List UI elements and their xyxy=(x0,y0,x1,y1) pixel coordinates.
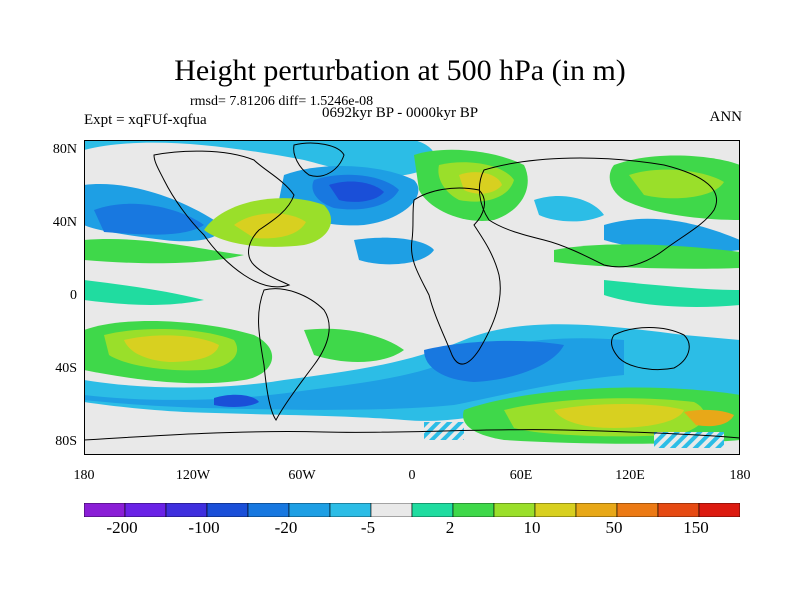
colorbar-swatch xyxy=(698,503,740,517)
period-label: 0692kyr BP - 0000kyr BP xyxy=(322,105,479,121)
colorbar-label: -20 xyxy=(274,518,298,537)
colorbar-label: 50 xyxy=(605,518,623,537)
colorbar-swatch xyxy=(657,503,700,517)
experiment-label: Expt = xqFUf-xqfua xyxy=(84,112,207,128)
contour-region xyxy=(329,181,384,202)
colorbar-label: 150 xyxy=(683,518,709,537)
season-label: ANN xyxy=(709,109,743,125)
colorbar-swatch xyxy=(534,503,577,517)
contour-region xyxy=(94,203,204,235)
coastline xyxy=(84,142,740,441)
contour-region xyxy=(684,409,734,427)
contour-region xyxy=(554,244,740,269)
colorbar-swatch xyxy=(84,503,126,517)
lon-label: 180 xyxy=(73,468,95,483)
lat-label: 80N xyxy=(52,142,77,157)
stats-text: rmsd= 7.81206 diff= 1.5246e-08 xyxy=(190,94,374,109)
contour-region xyxy=(534,195,604,222)
lat-label: 80S xyxy=(55,434,77,449)
contour-region xyxy=(554,404,684,428)
colorbar-swatch xyxy=(165,503,208,517)
colorbar-label: 2 xyxy=(445,518,455,537)
contour-map xyxy=(84,140,740,455)
contour-region xyxy=(604,280,740,307)
colorbar-swatch xyxy=(206,503,249,517)
contour-region xyxy=(354,237,434,265)
lon-label: 180 xyxy=(729,468,751,483)
colorbar-swatch xyxy=(288,503,331,517)
contour-region xyxy=(604,218,740,253)
contour-region xyxy=(84,238,244,264)
colorbar-label: -5 xyxy=(360,518,376,537)
contour-region xyxy=(214,394,259,407)
contour-region xyxy=(84,280,204,305)
colorbar-swatch xyxy=(493,503,536,517)
colorbar-swatch xyxy=(452,503,495,517)
lon-label: 120E xyxy=(615,468,645,483)
lat-label: 40S xyxy=(55,361,77,376)
lon-label: 0 xyxy=(408,468,416,483)
map-frame xyxy=(84,140,740,455)
colorbar-swatch xyxy=(370,503,413,517)
contour-region xyxy=(234,213,306,239)
colorbar-label: -200 xyxy=(106,518,138,537)
lon-label: 60E xyxy=(509,468,533,483)
figure-title: Height perturbation at 500 hPa (in m) xyxy=(174,54,626,87)
colorbar xyxy=(84,503,740,517)
colorbar-swatch xyxy=(411,503,454,517)
colorbar-swatch xyxy=(124,503,167,517)
contour-region xyxy=(424,340,564,382)
colorbar-label: -100 xyxy=(188,518,220,537)
contour-region xyxy=(124,335,219,362)
lat-label: 40N xyxy=(52,215,77,230)
contour-region xyxy=(629,169,724,199)
colorbar-swatch xyxy=(575,503,618,517)
lon-label: 120W xyxy=(175,468,211,483)
colorbar-swatch xyxy=(616,503,659,517)
lon-label: 60W xyxy=(288,468,316,483)
colorbar-swatch xyxy=(247,503,290,517)
colorbar-label: 10 xyxy=(523,518,541,537)
contour-region xyxy=(304,328,404,362)
colorbar-swatch xyxy=(329,503,372,517)
lat-label: 0 xyxy=(70,288,77,303)
